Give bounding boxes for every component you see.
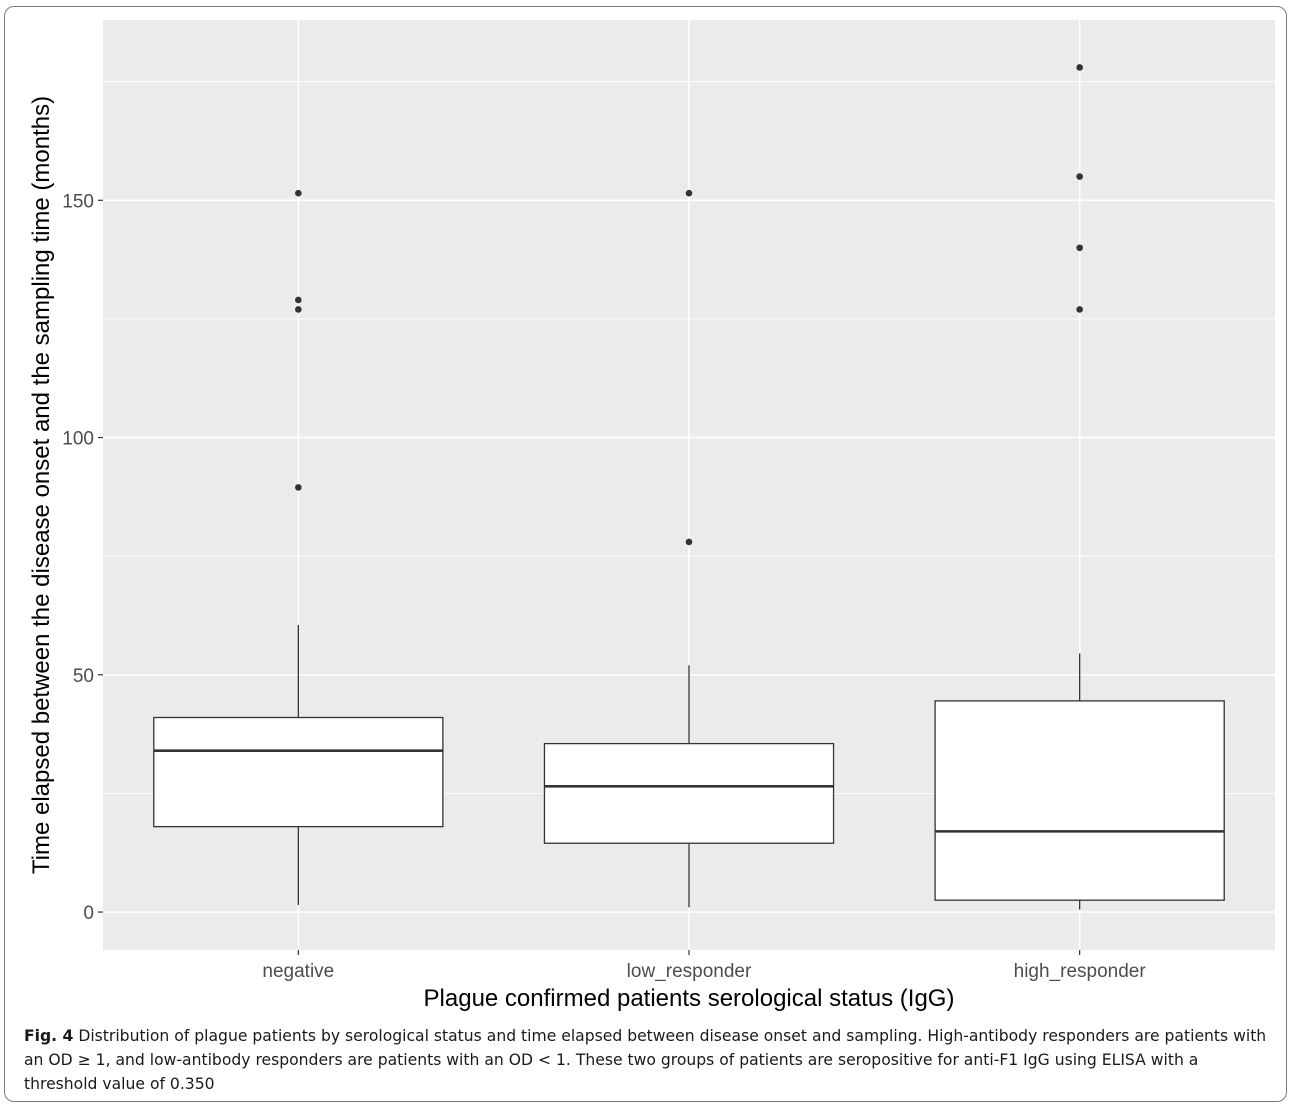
outlier-point — [1076, 173, 1083, 180]
box-low_responder — [543, 189, 835, 908]
x-tick-label: high_responder — [1014, 961, 1147, 982]
x-tick-label: negative — [262, 961, 334, 982]
box-iqr — [934, 700, 1225, 901]
outlier-point — [1076, 64, 1083, 71]
figure-caption: Fig. 4 Distribution of plague patients b… — [24, 1024, 1274, 1096]
y-tick-label: 0 — [83, 903, 94, 924]
box-iqr — [543, 742, 835, 844]
box-plot-chart: 0 50 100 150 negative low_responder high_resp… — [28, 20, 1275, 1012]
outlier-point — [1076, 306, 1083, 313]
outlier-point — [295, 296, 302, 304]
outlier-point — [295, 189, 302, 197]
outlier-point — [685, 189, 693, 197]
y-tick-label: 100 — [62, 429, 94, 450]
outlier-point — [295, 306, 302, 313]
outlier-point — [1076, 244, 1083, 252]
box-high_responder — [934, 64, 1225, 910]
outlier-point — [295, 484, 302, 491]
y-axis-title: Time elapsed between the disease onset a… — [28, 96, 55, 874]
y-axis-ticks: 0 50 100 150 — [62, 191, 103, 924]
y-tick-label: 150 — [62, 191, 94, 212]
x-axis-ticks: negative low_responder high_responder — [262, 950, 1146, 982]
caption-text: Distribution of plague patients by serol… — [24, 1027, 1267, 1093]
box-iqr — [153, 716, 444, 828]
outlier-point — [685, 538, 693, 546]
x-tick-label: low_responder — [627, 961, 752, 982]
box-negative — [153, 189, 444, 905]
x-axis-title: Plague confirmed patients serological st… — [424, 985, 955, 1012]
caption-label: Fig. 4 — [24, 1027, 74, 1045]
box-series — [153, 64, 1225, 910]
y-tick-label: 50 — [73, 666, 94, 687]
